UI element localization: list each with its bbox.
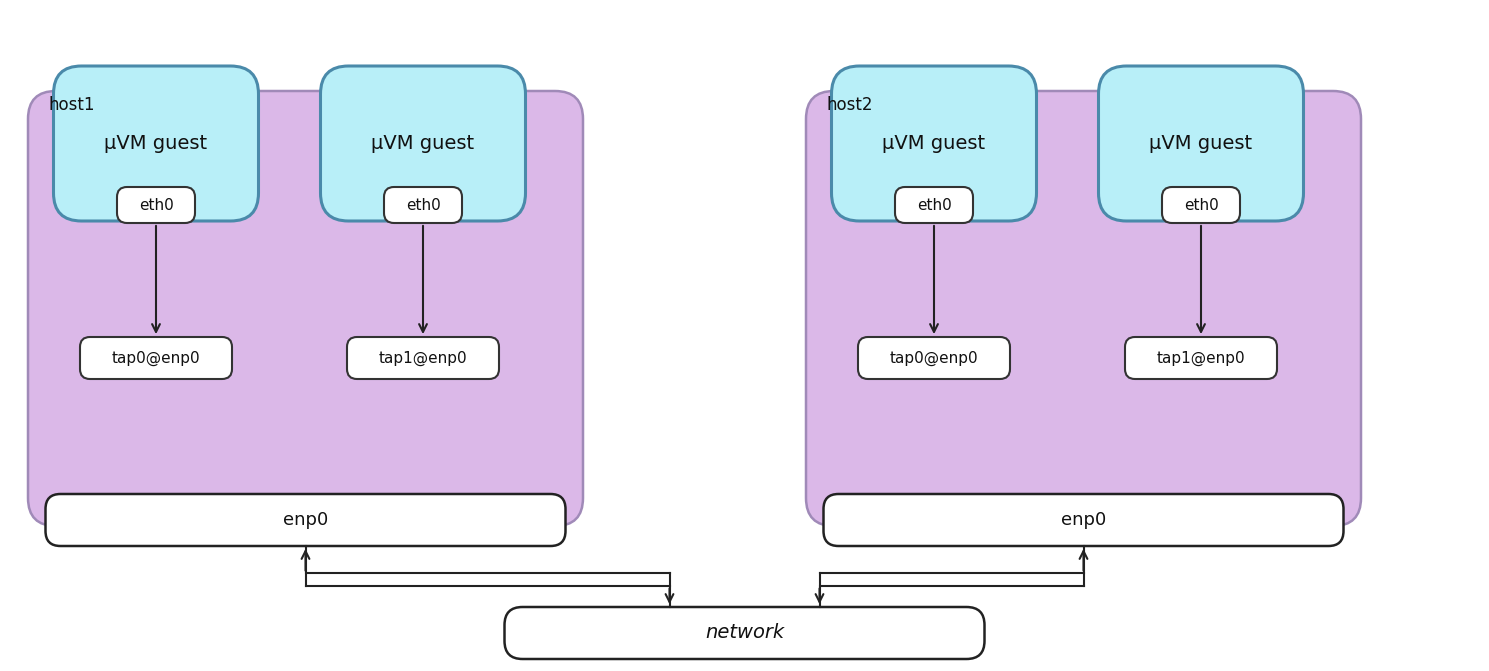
FancyBboxPatch shape bbox=[1126, 337, 1278, 379]
FancyBboxPatch shape bbox=[823, 494, 1343, 546]
FancyBboxPatch shape bbox=[1161, 187, 1240, 223]
Text: μVM guest: μVM guest bbox=[1150, 134, 1252, 153]
Text: eth0: eth0 bbox=[138, 197, 173, 213]
Text: μVM guest: μVM guest bbox=[883, 134, 986, 153]
FancyBboxPatch shape bbox=[831, 66, 1036, 221]
FancyBboxPatch shape bbox=[895, 187, 972, 223]
Text: host2: host2 bbox=[826, 96, 873, 114]
Text: eth0: eth0 bbox=[917, 197, 951, 213]
Text: tap0@enp0: tap0@enp0 bbox=[890, 350, 978, 366]
Text: tap1@enp0: tap1@enp0 bbox=[1157, 350, 1245, 366]
FancyBboxPatch shape bbox=[347, 337, 499, 379]
Text: enp0: enp0 bbox=[283, 511, 328, 529]
Text: host1: host1 bbox=[48, 96, 94, 114]
FancyBboxPatch shape bbox=[806, 91, 1361, 526]
FancyBboxPatch shape bbox=[46, 494, 566, 546]
Text: enp0: enp0 bbox=[1060, 511, 1106, 529]
FancyBboxPatch shape bbox=[1099, 66, 1303, 221]
Text: μVM guest: μVM guest bbox=[371, 134, 475, 153]
Text: tap1@enp0: tap1@enp0 bbox=[378, 350, 468, 366]
FancyBboxPatch shape bbox=[320, 66, 526, 221]
Text: eth0: eth0 bbox=[1184, 197, 1218, 213]
FancyBboxPatch shape bbox=[118, 187, 195, 223]
FancyBboxPatch shape bbox=[384, 187, 462, 223]
Text: network: network bbox=[704, 623, 785, 643]
FancyBboxPatch shape bbox=[80, 337, 232, 379]
Text: tap0@enp0: tap0@enp0 bbox=[112, 350, 201, 366]
FancyBboxPatch shape bbox=[54, 66, 259, 221]
FancyBboxPatch shape bbox=[505, 607, 984, 659]
Text: eth0: eth0 bbox=[405, 197, 441, 213]
FancyBboxPatch shape bbox=[858, 337, 1010, 379]
FancyBboxPatch shape bbox=[28, 91, 584, 526]
Text: μVM guest: μVM guest bbox=[104, 134, 207, 153]
